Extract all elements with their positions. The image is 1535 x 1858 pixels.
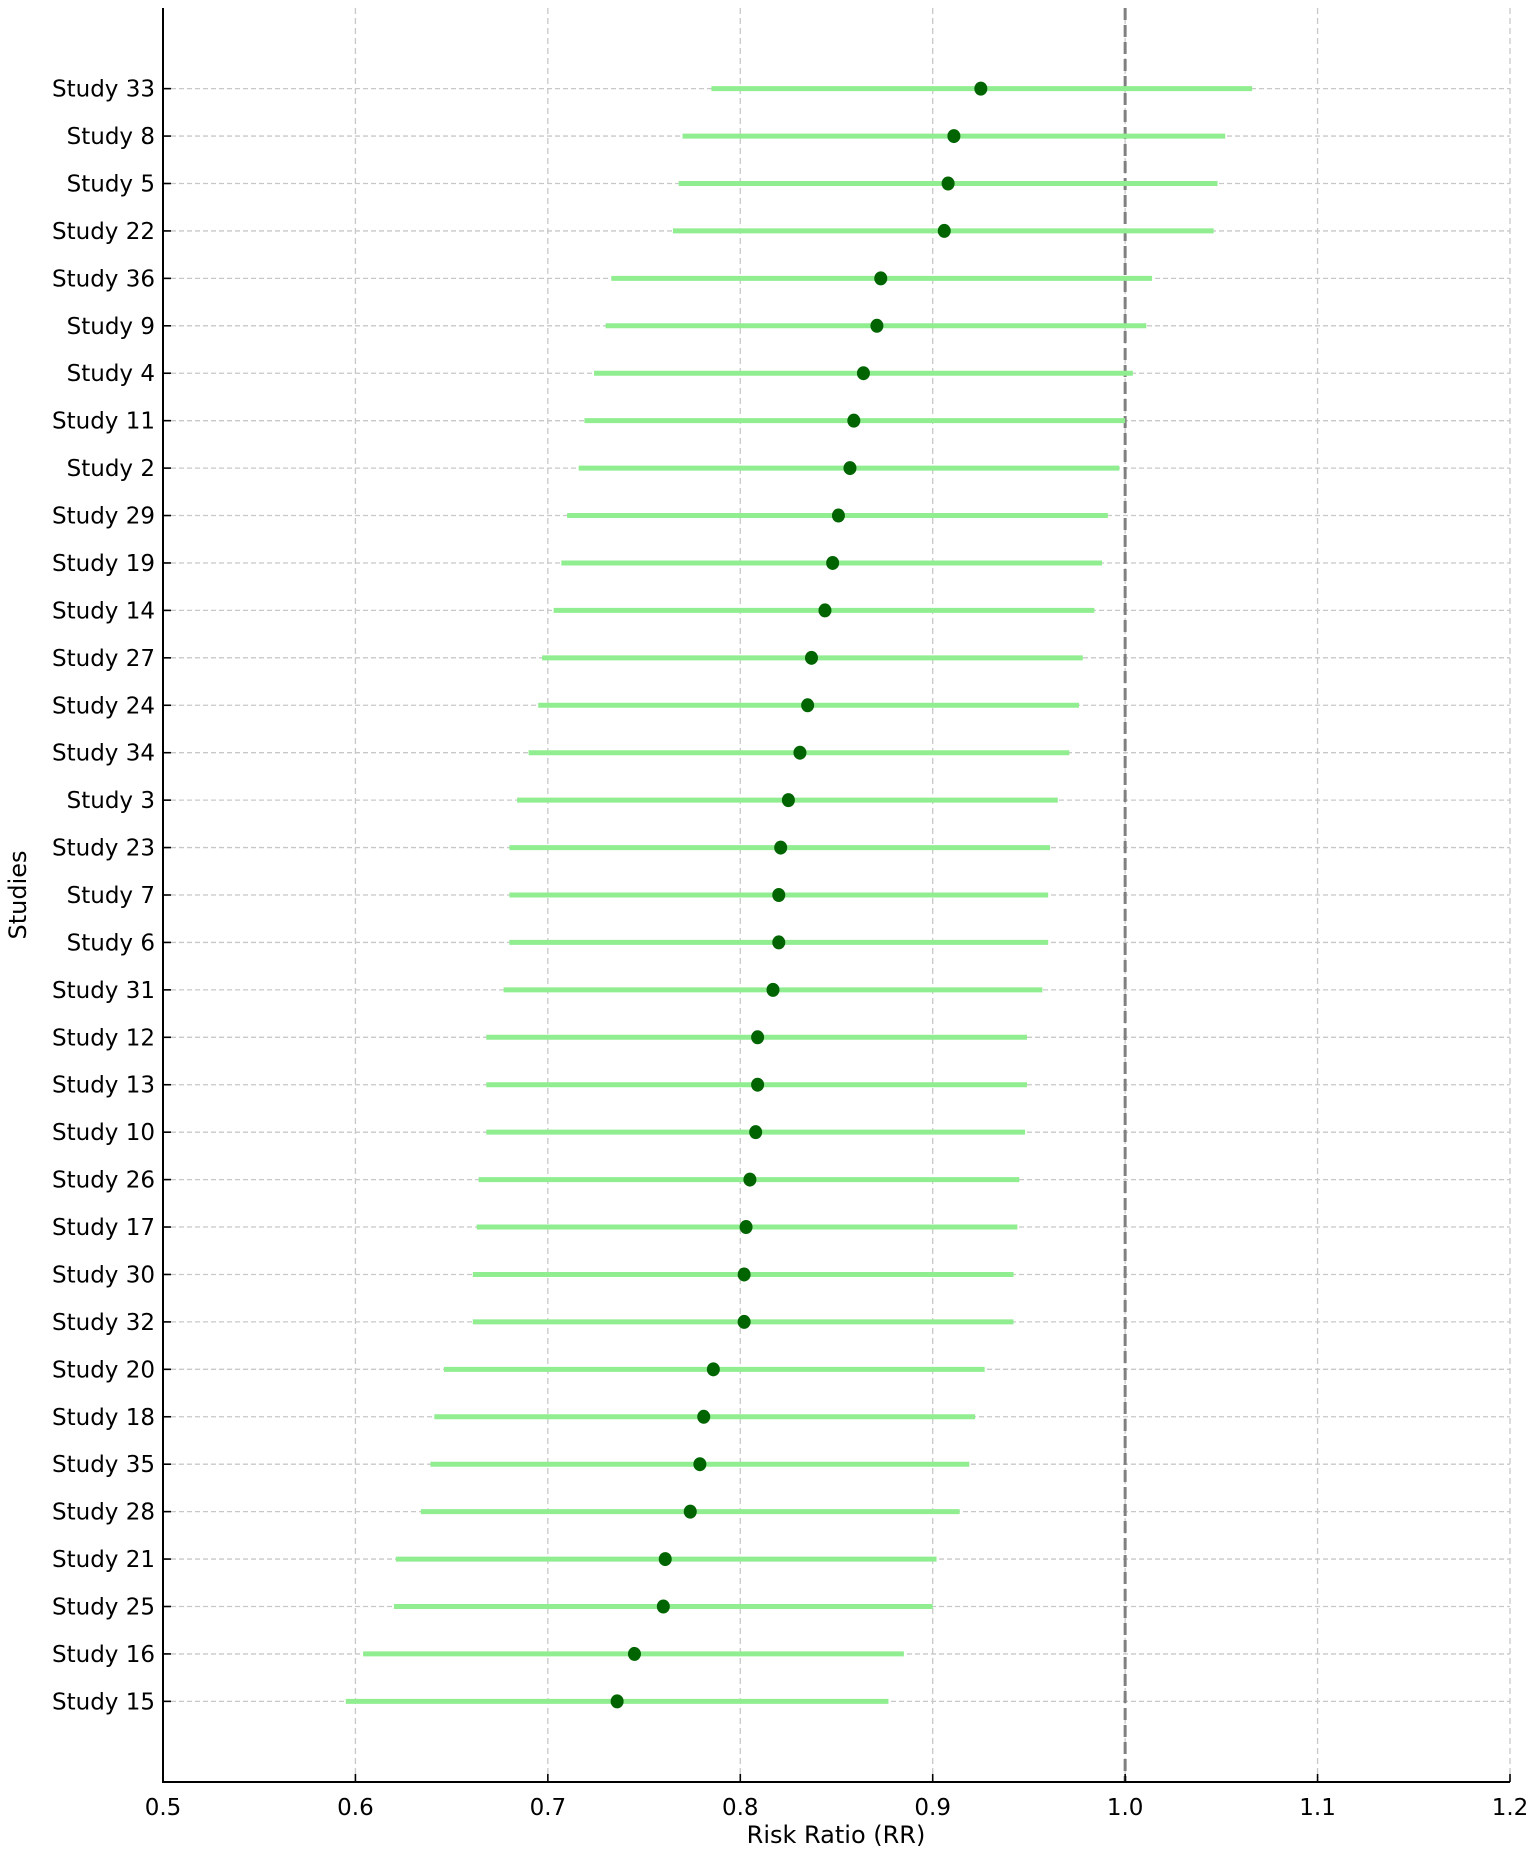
- point-estimate-marker: [739, 1220, 753, 1235]
- point-estimate-marker: [947, 129, 961, 144]
- study-label: Study 26: [52, 1168, 155, 1194]
- study-label: Study 12: [52, 1025, 155, 1051]
- point-estimate-marker: [693, 1457, 707, 1472]
- study-label: Study 36: [52, 266, 155, 292]
- study-label: Study 10: [52, 1120, 155, 1146]
- point-estimate-marker: [766, 982, 780, 997]
- study-label: Study 34: [52, 741, 155, 767]
- point-estimate-marker: [697, 1409, 711, 1424]
- x-tick-label: 1.1: [1299, 1795, 1336, 1821]
- x-tick-label: 0.7: [530, 1795, 567, 1821]
- x-tick-label: 0.5: [145, 1795, 182, 1821]
- point-estimate-marker: [737, 1267, 751, 1282]
- x-tick-label: 0.9: [914, 1795, 951, 1821]
- point-estimate-marker: [874, 271, 888, 286]
- study-label: Study 4: [67, 361, 155, 387]
- point-estimate-marker: [826, 555, 840, 570]
- study-label: Study 28: [52, 1500, 155, 1526]
- study-label: Study 18: [52, 1405, 155, 1431]
- point-estimate-marker: [743, 1172, 757, 1187]
- point-estimate-marker: [818, 603, 832, 618]
- point-estimate-marker: [658, 1552, 672, 1567]
- study-label: Study 21: [52, 1547, 155, 1573]
- point-estimate-marker: [804, 650, 818, 665]
- study-label: Study 33: [52, 77, 155, 103]
- study-label: Study 27: [52, 646, 155, 672]
- study-label: Study 19: [52, 551, 155, 577]
- point-estimate-marker: [843, 461, 857, 476]
- point-estimate-marker: [737, 1314, 751, 1329]
- x-tick-label: 1.0: [1107, 1795, 1144, 1821]
- x-tick-label: 1.2: [1492, 1795, 1529, 1821]
- x-axis-tick-labels: 0.5 0.6 0.7 0.8 0.9 1.0 1.1 1.2: [145, 1795, 1529, 1821]
- study-label: Study 25: [52, 1594, 155, 1620]
- study-label: Study 2: [67, 456, 155, 482]
- study-label: Study 35: [52, 1452, 155, 1478]
- point-estimate-marker: [870, 318, 884, 333]
- point-estimate-marker: [772, 888, 786, 902]
- study-label: Study 5: [67, 172, 155, 198]
- y-axis-tick-labels: Study 33 Study 8 Study 5 Study 22 Study 36 St…: [52, 77, 155, 1716]
- study-label: Study 22: [52, 219, 155, 245]
- point-estimate-marker: [610, 1694, 624, 1709]
- study-label: Study 11: [52, 409, 155, 435]
- study-label: Study 14: [52, 598, 155, 624]
- study-label: Study 20: [52, 1357, 155, 1383]
- point-estimate-marker: [656, 1599, 670, 1614]
- point-estimate-marker: [751, 1077, 765, 1092]
- point-estimate-marker: [683, 1504, 697, 1519]
- y-axis-label: Studies: [4, 850, 32, 939]
- point-estimate-marker: [937, 223, 951, 238]
- point-estimate-marker: [847, 413, 861, 428]
- point-estimates: [610, 81, 988, 1709]
- study-label: Study 32: [52, 1310, 155, 1336]
- point-estimate-marker: [941, 176, 955, 191]
- point-estimate-marker: [772, 935, 786, 950]
- study-label: Study 24: [52, 693, 155, 719]
- study-label: Study 16: [52, 1642, 155, 1668]
- point-estimate-marker: [781, 793, 795, 808]
- study-label: Study 8: [67, 124, 155, 150]
- study-label: Study 7: [67, 883, 155, 909]
- study-label: Study 17: [52, 1215, 155, 1241]
- study-label: Study 6: [67, 930, 155, 956]
- study-label: Study 3: [67, 788, 155, 814]
- axes: [162, 8, 1511, 1783]
- point-estimate-marker: [751, 1030, 765, 1045]
- point-estimate-marker: [774, 840, 788, 855]
- point-estimate-marker: [856, 366, 870, 381]
- x-tick-label: 0.6: [337, 1795, 374, 1821]
- point-estimate-marker: [706, 1362, 720, 1377]
- study-label: Study 31: [52, 978, 155, 1004]
- study-label: Study 29: [52, 504, 155, 530]
- point-estimate-marker: [831, 508, 845, 523]
- study-label: Study 30: [52, 1262, 155, 1288]
- study-label: Study 23: [52, 836, 155, 862]
- point-estimate-marker: [627, 1646, 641, 1661]
- x-axis-label: Risk Ratio (RR): [747, 1821, 926, 1849]
- point-estimate-marker: [801, 698, 815, 713]
- x-tick-label: 0.8: [722, 1795, 759, 1821]
- point-estimate-marker: [974, 81, 988, 96]
- study-label: Study 13: [52, 1073, 155, 1099]
- study-label: Study 15: [52, 1689, 155, 1715]
- point-estimate-marker: [749, 1125, 763, 1140]
- point-estimate-marker: [793, 745, 807, 760]
- study-label: Study 9: [67, 314, 155, 340]
